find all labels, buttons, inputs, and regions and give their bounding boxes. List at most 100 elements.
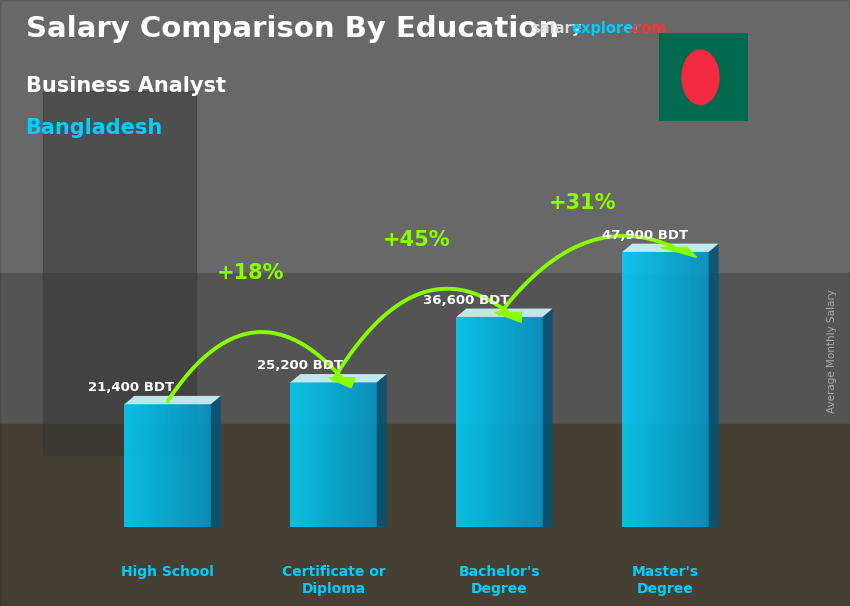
Bar (680, 252, 681, 527)
Bar (626, 252, 628, 527)
Bar (167, 404, 169, 527)
Text: Bangladesh: Bangladesh (26, 118, 162, 138)
Bar (501, 317, 502, 527)
Bar (697, 252, 699, 527)
Bar (670, 252, 672, 527)
Bar (486, 317, 488, 527)
Bar (144, 404, 146, 527)
Bar (372, 382, 374, 527)
Bar (700, 252, 701, 527)
Bar (335, 382, 337, 527)
Polygon shape (495, 312, 521, 322)
Bar (622, 252, 624, 527)
Bar (490, 317, 492, 527)
Bar (354, 382, 355, 527)
Bar (360, 382, 361, 527)
Bar (530, 317, 531, 527)
Bar (0, 273, 850, 424)
Bar (686, 252, 687, 527)
Bar (133, 404, 134, 527)
Bar (139, 404, 140, 527)
Bar (687, 252, 689, 527)
Bar (176, 404, 178, 527)
Bar (662, 252, 664, 527)
Bar (456, 317, 458, 527)
Bar (485, 317, 486, 527)
Bar (199, 404, 201, 527)
Bar (505, 317, 507, 527)
Bar (468, 317, 469, 527)
Bar (677, 252, 678, 527)
Polygon shape (456, 308, 552, 317)
Bar (661, 252, 662, 527)
Bar (190, 404, 192, 527)
Bar (699, 252, 700, 527)
Bar (162, 404, 163, 527)
Bar (691, 252, 693, 527)
Bar (649, 252, 651, 527)
Bar (467, 317, 468, 527)
Bar (156, 404, 157, 527)
Bar (152, 404, 153, 527)
Bar (140, 404, 142, 527)
Bar (538, 317, 540, 527)
Polygon shape (329, 378, 355, 388)
Bar (676, 252, 677, 527)
Bar (655, 252, 657, 527)
Bar (149, 404, 150, 527)
Bar (299, 382, 300, 527)
Bar (628, 252, 630, 527)
Bar (524, 317, 525, 527)
Bar (296, 382, 297, 527)
Bar (209, 404, 211, 527)
Bar (624, 252, 625, 527)
Bar (132, 404, 133, 527)
Bar (208, 404, 209, 527)
Bar (492, 317, 494, 527)
Bar (371, 382, 372, 527)
Polygon shape (709, 244, 718, 527)
Bar (654, 252, 655, 527)
Bar (681, 252, 683, 527)
Bar (42, 91, 196, 454)
Bar (660, 252, 661, 527)
Bar (292, 382, 293, 527)
Bar (528, 317, 530, 527)
Bar (201, 404, 202, 527)
Bar (312, 382, 314, 527)
Bar (166, 404, 167, 527)
Bar (688, 252, 690, 527)
Bar (205, 404, 207, 527)
Bar (684, 252, 686, 527)
Bar (352, 382, 354, 527)
Bar (705, 252, 706, 527)
Bar (293, 382, 295, 527)
Bar (643, 252, 645, 527)
Bar (482, 317, 484, 527)
Bar (498, 317, 500, 527)
Bar (645, 252, 647, 527)
Polygon shape (377, 374, 387, 527)
Bar (368, 382, 370, 527)
Bar (331, 382, 332, 527)
Bar (173, 404, 175, 527)
Bar (302, 382, 303, 527)
Bar (364, 382, 366, 527)
Bar (634, 252, 635, 527)
Bar (366, 382, 368, 527)
Bar (374, 382, 375, 527)
Bar (478, 317, 479, 527)
Bar (707, 252, 709, 527)
Bar (348, 382, 349, 527)
Bar (345, 382, 347, 527)
Bar (625, 252, 626, 527)
Bar (192, 404, 194, 527)
Bar (316, 382, 318, 527)
Bar (693, 252, 694, 527)
Bar (517, 317, 518, 527)
Bar (128, 404, 130, 527)
Bar (469, 317, 471, 527)
Bar (306, 382, 308, 527)
Bar (527, 317, 528, 527)
Bar (180, 404, 182, 527)
